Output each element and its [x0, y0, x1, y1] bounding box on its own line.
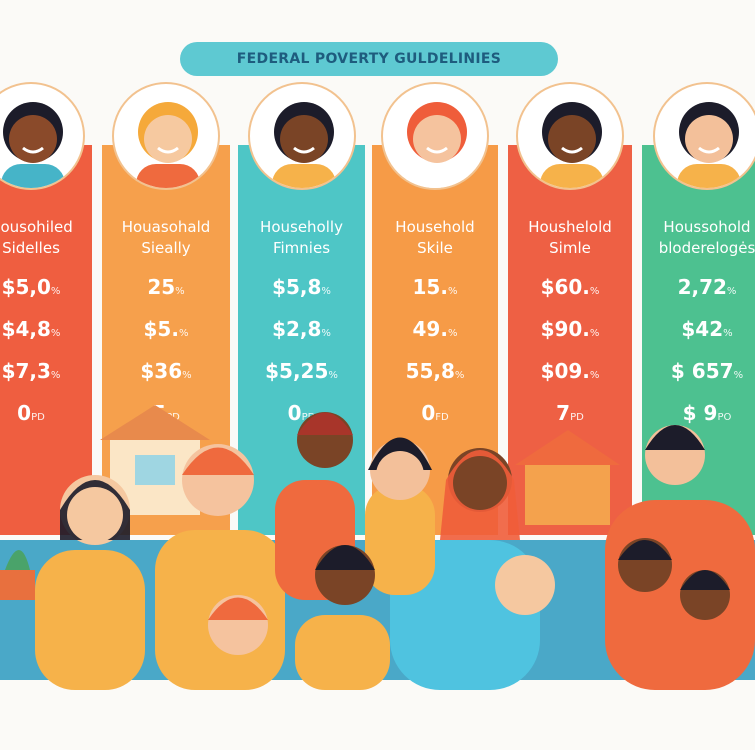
column-value: $ 9PO — [682, 401, 732, 425]
column-value: $2,8% — [272, 317, 331, 341]
column-value: $36% — [140, 359, 192, 383]
column-value: $7,3% — [1, 359, 61, 383]
column-value: $ 657% — [670, 359, 744, 383]
column-label: Houssohold bloderelogės — [658, 218, 755, 257]
avatar — [247, 82, 356, 190]
column-value: $5,0% — [1, 275, 61, 299]
column-value: 0PD — [17, 401, 45, 425]
plant-icon — [0, 550, 35, 600]
avatar — [653, 82, 755, 190]
column-label: Householly Fimnies — [260, 218, 343, 257]
column-value: 15.% — [412, 275, 458, 299]
column-value: $5,8% — [272, 275, 331, 299]
avatar — [0, 82, 85, 190]
household-column: HousohiledSidelles $5,0% $4,8% $7,3% 0PD — [0, 145, 92, 535]
column-value: $09.% — [540, 359, 600, 383]
avatar — [381, 82, 489, 190]
avatar — [112, 82, 220, 190]
column-value: 55,8% — [405, 359, 465, 383]
column-value: 49.% — [412, 317, 458, 341]
family-illustration — [0, 405, 755, 750]
column-label: Houshelold Simle — [528, 218, 612, 257]
column-value: $5.% — [143, 317, 189, 341]
column-value: $5,25% — [265, 359, 338, 383]
column-value: 25% — [147, 275, 185, 299]
column-value: 7PD — [556, 401, 584, 425]
faces — [60, 412, 730, 655]
column-value: $60.% — [540, 275, 600, 299]
column-value: $90.% — [540, 317, 600, 341]
column-value: 0FD — [421, 401, 449, 425]
column-value: $42% — [681, 317, 733, 341]
house-icon — [515, 430, 620, 525]
column-label: Houasohald Sieally — [121, 218, 211, 257]
avatar — [516, 82, 624, 190]
column-value: $4,8% — [1, 317, 61, 341]
column-label: Household Skile — [395, 218, 475, 257]
title-banner: FEDERAL POVERTY GULDELINIES — [180, 42, 558, 76]
column-label: HousohiledSidelles — [0, 218, 73, 257]
column-value: 2,72% — [677, 275, 737, 299]
